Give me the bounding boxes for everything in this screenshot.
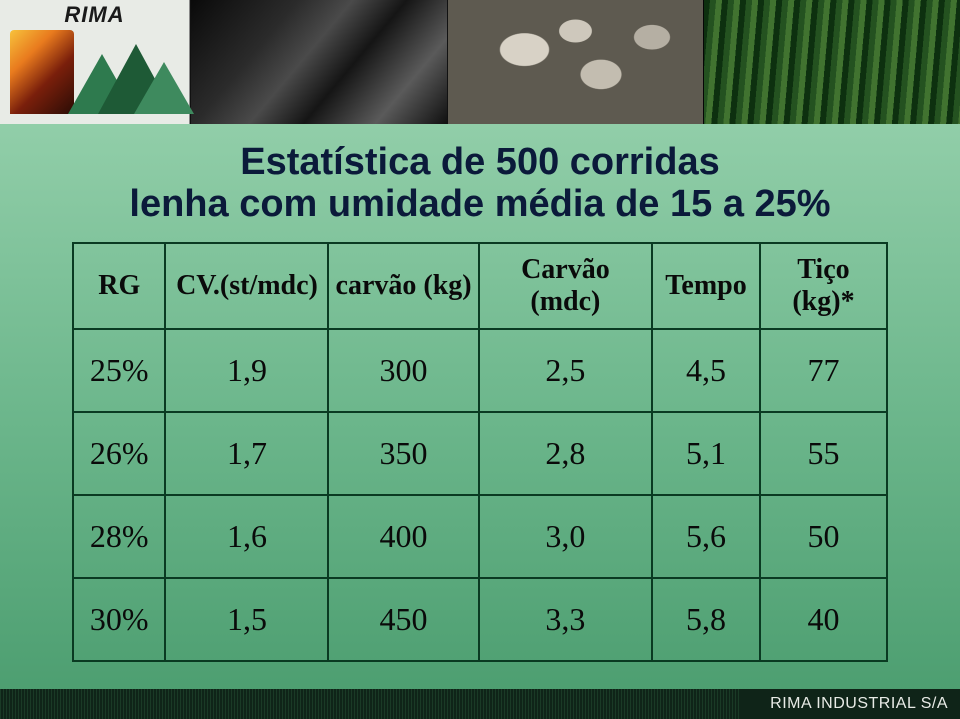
brand-name: RIMA <box>64 2 124 28</box>
table-cell: 40 <box>760 578 887 661</box>
table-cell: 2,5 <box>479 329 652 412</box>
header-photo-forest <box>703 0 960 124</box>
table-cell: 1,9 <box>165 329 328 412</box>
table-cell: 300 <box>328 329 478 412</box>
table-cell: 30% <box>73 578 165 661</box>
table-cell: 1,5 <box>165 578 328 661</box>
title-line-2: lenha com umidade média de 15 a 25% <box>72 184 888 226</box>
table-cell: 5,6 <box>652 495 760 578</box>
col-header: Tiço (kg)* <box>760 243 887 329</box>
table-cell: 3,3 <box>479 578 652 661</box>
furnace-graphic <box>10 30 74 114</box>
header-photo-strip <box>190 0 960 124</box>
table-cell: 77 <box>760 329 887 412</box>
statistics-table: RG CV.(st/mdc) carvão (kg) Carvão (mdc) … <box>72 242 888 662</box>
table-cell: 55 <box>760 412 887 495</box>
footer-bar: RIMA INDUSTRIAL S/A <box>0 689 960 719</box>
col-header: carvão (kg) <box>328 243 478 329</box>
table-header-row: RG CV.(st/mdc) carvão (kg) Carvão (mdc) … <box>73 243 887 329</box>
footer-brand-label: RIMA INDUSTRIAL S/A <box>740 689 960 719</box>
footer-decoration <box>0 689 740 719</box>
col-header: CV.(st/mdc) <box>165 243 328 329</box>
title-line-1: Estatística de 500 corridas <box>72 142 888 184</box>
brand-mark <box>10 30 180 114</box>
col-header: RG <box>73 243 165 329</box>
table-cell: 400 <box>328 495 478 578</box>
col-header: Tempo <box>652 243 760 329</box>
table-cell: 350 <box>328 412 478 495</box>
table-cell: 1,7 <box>165 412 328 495</box>
slide-title: Estatística de 500 corridas lenha com um… <box>72 142 888 226</box>
table-row: 28% 1,6 400 3,0 5,6 50 <box>73 495 887 578</box>
table-row: 25% 1,9 300 2,5 4,5 77 <box>73 329 887 412</box>
header-photo-charcoal <box>190 0 447 124</box>
slide-content: Estatística de 500 corridas lenha com um… <box>0 124 960 689</box>
mountains-graphic <box>68 44 178 114</box>
table-cell: 3,0 <box>479 495 652 578</box>
table-cell: 28% <box>73 495 165 578</box>
table-cell: 5,8 <box>652 578 760 661</box>
header-band: RIMA <box>0 0 960 124</box>
table-cell: 450 <box>328 578 478 661</box>
presentation-slide: RIMA Estatística de 500 corridas lenha c… <box>0 0 960 719</box>
table-row: 26% 1,7 350 2,8 5,1 55 <box>73 412 887 495</box>
table-cell: 50 <box>760 495 887 578</box>
table-cell: 5,1 <box>652 412 760 495</box>
table-cell: 4,5 <box>652 329 760 412</box>
col-header: Carvão (mdc) <box>479 243 652 329</box>
table-cell: 26% <box>73 412 165 495</box>
table-cell: 1,6 <box>165 495 328 578</box>
table-row: 30% 1,5 450 3,3 5,8 40 <box>73 578 887 661</box>
table-cell: 25% <box>73 329 165 412</box>
header-photo-stones <box>447 0 704 124</box>
table-cell: 2,8 <box>479 412 652 495</box>
brand-logo: RIMA <box>0 0 190 124</box>
